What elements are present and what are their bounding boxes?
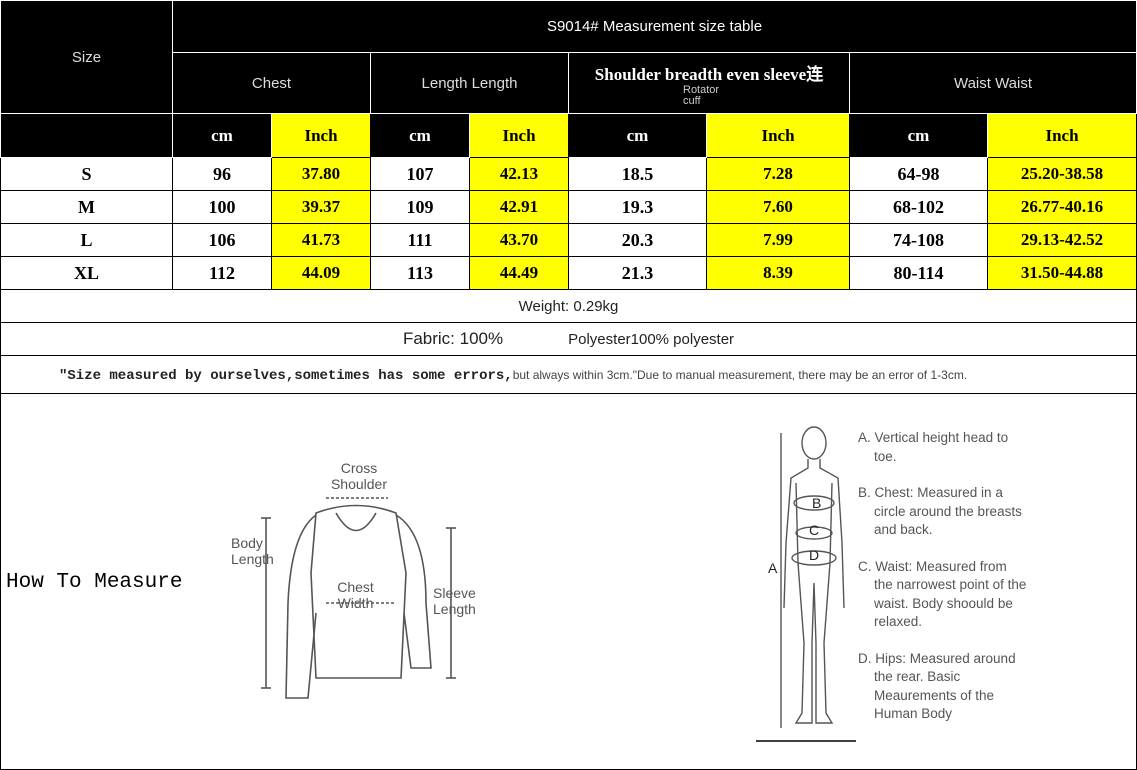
- value-cell: 37.80: [271, 157, 371, 191]
- fabric-row: Fabric: 100% Polyester100% polyester: [0, 322, 1137, 356]
- value-cell: 7.99: [706, 223, 850, 257]
- shoulder-subtitle: Rotator cuff: [683, 83, 720, 107]
- value-cell: 43.70: [469, 223, 569, 257]
- value-cell: 106: [172, 223, 272, 257]
- value-cell: 19.3: [568, 190, 707, 224]
- value-cell: 42.91: [469, 190, 569, 224]
- size-cell: S: [0, 157, 173, 191]
- value-cell: 74-108: [849, 223, 988, 257]
- legend-item: B. Chest: Measured in a circle around th…: [858, 485, 1022, 537]
- size-table: Size S9014# Measurement size table Chest…: [0, 0, 1137, 394]
- value-cell: 25.20-38.58: [986, 157, 1137, 191]
- value-cell: 41.73: [271, 223, 371, 257]
- value-cell: 96: [172, 157, 272, 191]
- label-a: A: [768, 560, 778, 576]
- value-cell: 8.39: [706, 256, 850, 290]
- value-cell: 107: [370, 157, 470, 191]
- fabric-label: Fabric: 100%: [402, 329, 504, 348]
- note-text: "Size measured by ourselves,sometimes ha…: [59, 367, 513, 384]
- length-header: Length Length: [370, 52, 569, 114]
- value-cell: 21.3: [568, 256, 707, 290]
- table-row: XL 112 44.09 113 44.49 21.3 8.39 80-114 31.50-44…: [0, 256, 1137, 290]
- sleeve-length-label: Sleeve Length: [433, 585, 476, 617]
- note-row: "Size measured by ourselves,sometimes ha…: [0, 355, 1137, 394]
- value-cell: 31.50-44.88: [986, 256, 1137, 290]
- unit-cm: cm: [849, 113, 988, 158]
- value-cell: 29.13-42.52: [986, 223, 1137, 257]
- label-d: D: [809, 547, 819, 563]
- value-cell: 100: [172, 190, 272, 224]
- garment-diagram: [261, 497, 456, 699]
- value-cell: 39.37: [271, 190, 371, 224]
- table-title: S9014# Measurement size table: [171, 0, 1137, 53]
- chest-header: Chest: [172, 52, 371, 114]
- how-to-measure-title: How To Measure: [6, 571, 183, 594]
- label-c: C: [809, 522, 819, 538]
- value-cell: 68-102: [849, 190, 988, 224]
- unit-cm: cm: [568, 113, 707, 158]
- note-text-extra: but always within 3cm."Due to manual mea…: [512, 367, 968, 382]
- value-cell: 42.13: [469, 157, 569, 191]
- unit-inch: Inch: [469, 113, 569, 158]
- value-cell: 44.09: [271, 256, 371, 290]
- value-cell: 7.60: [706, 190, 850, 224]
- size-header: Size: [0, 0, 173, 114]
- value-cell: 26.77-40.16: [986, 190, 1137, 224]
- table-row: S 96 37.80 107 42.13 18.5 7.28 64-98 25.20-38.58: [0, 157, 1137, 191]
- fabric-value: Polyester100% polyester: [568, 331, 735, 348]
- value-cell: 7.28: [706, 157, 850, 191]
- unit-inch: Inch: [706, 113, 850, 158]
- measurement-legend: A. Vertical height head to toe. B. Chest…: [858, 429, 1028, 742]
- size-cell: M: [0, 190, 173, 224]
- value-cell: 111: [370, 223, 470, 257]
- unit-inch: Inch: [986, 113, 1137, 158]
- size-cell: L: [0, 223, 173, 257]
- body-diagram: B C D A: [756, 426, 856, 742]
- value-cell: 44.49: [469, 256, 569, 290]
- value-cell: 109: [370, 190, 470, 224]
- cross-shoulder-label: Cross Shoulder: [330, 460, 388, 492]
- value-cell: 80-114: [849, 256, 988, 290]
- weight-row: Weight: 0.29kg: [0, 289, 1137, 323]
- shoulder-header: Shoulder breadth even sleeve连 Rotator cu…: [568, 52, 850, 114]
- unit-cm: cm: [172, 113, 272, 158]
- legend-item: A. Vertical height head to toe.: [858, 430, 1009, 464]
- body-length-label: Body Length: [231, 535, 274, 567]
- legend-item: C. Waist: Measured from the narrowest po…: [858, 558, 1027, 630]
- table-row: M 100 39.37 109 42.91 19.3 7.60 68-102 26.77-40.…: [0, 190, 1137, 224]
- blank-cell: [0, 113, 173, 158]
- value-cell: 20.3: [568, 223, 707, 257]
- how-to-measure-section: How To Measure Cross Shoulder Body Lengt…: [0, 393, 1137, 770]
- value-cell: 113: [370, 256, 470, 290]
- legend-item: D. Hips: Measured around the rear. Basic…: [858, 650, 1016, 722]
- value-cell: 64-98: [849, 157, 988, 191]
- chest-width-label: Chest Width: [337, 579, 374, 611]
- table-row: L 106 41.73 111 43.70 20.3 7.99 74-108 29.13-42.…: [0, 223, 1137, 257]
- unit-cm: cm: [370, 113, 470, 158]
- waist-header: Waist Waist: [848, 52, 1137, 114]
- value-cell: 18.5: [568, 157, 707, 191]
- shoulder-title: Shoulder breadth even sleeve连: [594, 64, 824, 84]
- unit-inch: Inch: [271, 113, 371, 158]
- size-cell: XL: [0, 256, 173, 290]
- label-b: B: [812, 495, 821, 511]
- value-cell: 112: [172, 256, 272, 290]
